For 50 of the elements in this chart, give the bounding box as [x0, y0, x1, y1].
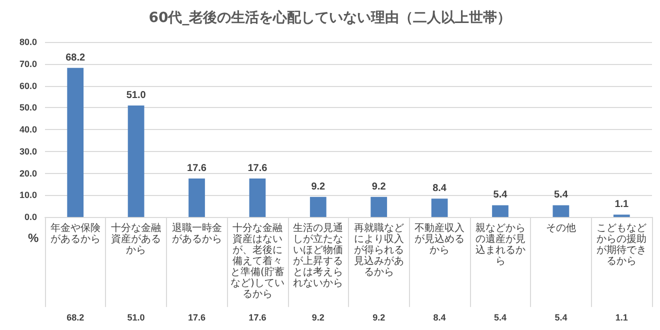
x-tick-label: その他 — [546, 222, 576, 234]
y-tick-label: 10.0 — [19, 190, 37, 200]
bar — [67, 68, 84, 217]
y-tick-label: 40.0 — [19, 124, 37, 134]
data-label: 17.6 — [248, 312, 266, 322]
x-tick-label: 年金や保険があるから — [50, 222, 100, 245]
bar — [431, 198, 448, 217]
x-tick-label: 十分な金融資産があるから — [111, 222, 162, 256]
text: 5.4 — [493, 190, 508, 201]
text: 1.1 — [614, 199, 629, 210]
y-axis-title: % — [28, 231, 39, 245]
data-label: 17.6 — [188, 312, 206, 322]
text: 5.4 — [554, 190, 568, 201]
x-tick-label: 再就職などにより収入が得られる見込みがあるから — [354, 222, 404, 278]
y-tick-label: 60.0 — [19, 80, 37, 91]
data-label: 5.4 — [554, 312, 568, 322]
bar — [128, 105, 144, 217]
data-label: 68.2 — [66, 312, 84, 322]
bar — [492, 205, 508, 217]
data-label: 8.4 — [433, 312, 446, 322]
bar — [188, 178, 205, 217]
data-label: 1.1 — [615, 312, 628, 322]
x-tick-label: 十分な金融資産はないが、老後に備えて着々と準備(貯蓄など)しているから — [230, 222, 284, 300]
bar — [552, 205, 570, 217]
text: 68.2 — [66, 52, 86, 64]
bar — [370, 196, 388, 217]
bar — [249, 178, 266, 217]
y-tick-label: 50.0 — [19, 102, 37, 113]
x-tick-label: 親などからの遺産が見込まれるから — [475, 222, 526, 267]
text: 9.2 — [372, 181, 386, 192]
y-tick-label: 80.0 — [19, 37, 37, 47]
y-tick-label: 20.0 — [19, 168, 37, 178]
data-label: 9.2 — [372, 312, 386, 322]
data-label: 51.0 — [127, 312, 145, 322]
bar — [310, 196, 326, 217]
y-tick-label: 70.0 — [19, 58, 37, 69]
x-tick-label: 生活の見通しが立たないほど物価が上昇するとは考えられないから — [293, 222, 344, 289]
data-label: 9.2 — [312, 312, 324, 322]
x-tick-label: 退職一時金があるから — [172, 222, 222, 245]
x-tick-label: 不動産収入が見込めるから — [414, 222, 465, 256]
chart-title: 60代_老後の生活を心配していない理由（二人以上世帯） — [148, 9, 512, 26]
text: 9.2 — [311, 181, 326, 192]
text: 51.0 — [126, 90, 146, 101]
text: 17.6 — [248, 163, 268, 174]
x-tick-label: こどもなどからの援助が期待できるから — [596, 223, 647, 267]
text: 17.6 — [187, 163, 206, 174]
y-tick-label: 30.0 — [19, 146, 37, 156]
y-tick-label: 0.0 — [24, 212, 37, 222]
text: 8.4 — [432, 183, 447, 194]
data-label: 5.4 — [494, 312, 507, 322]
